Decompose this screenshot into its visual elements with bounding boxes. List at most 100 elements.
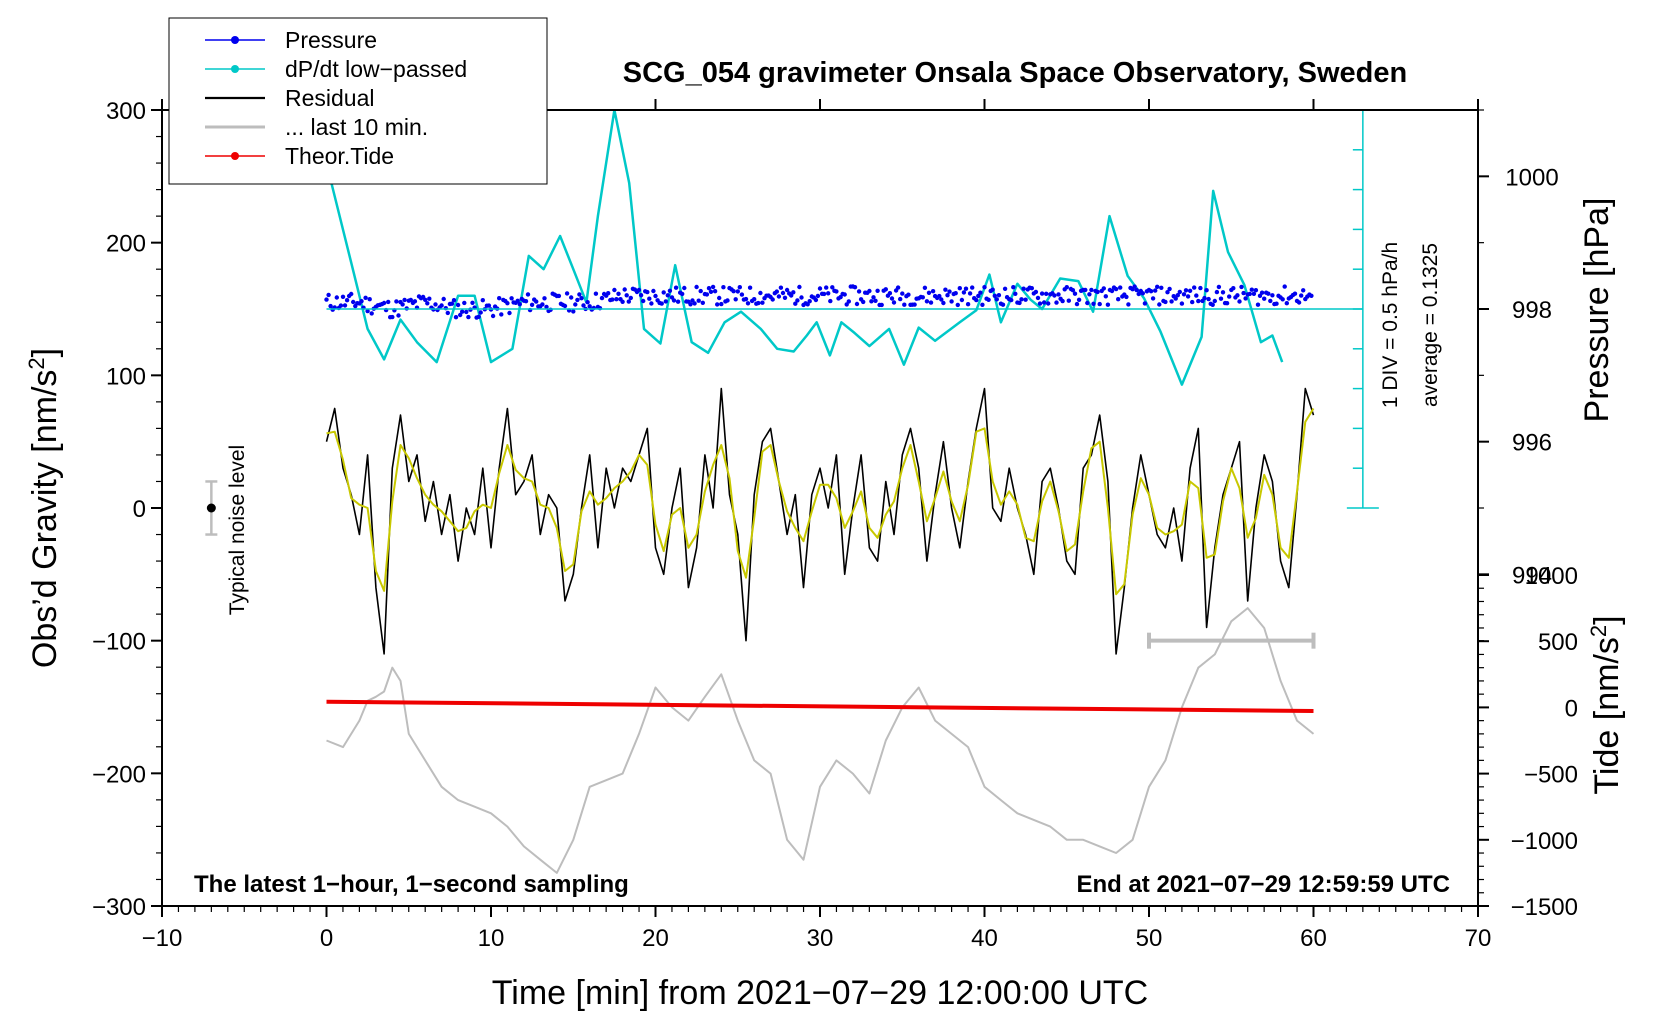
pressure-point bbox=[1253, 288, 1259, 293]
pressure-point bbox=[1204, 288, 1209, 293]
x-tick-label: 10 bbox=[478, 925, 505, 952]
pressure-point bbox=[1148, 289, 1154, 294]
pressure-point bbox=[871, 295, 876, 300]
pressure-point bbox=[540, 302, 545, 307]
pressure-point bbox=[1202, 295, 1207, 301]
pressure-point bbox=[959, 297, 965, 303]
pressure-axis-label: Pressure [hPa] bbox=[1578, 198, 1616, 423]
y-tick-label: 300 bbox=[106, 98, 146, 125]
pressure-point bbox=[1150, 296, 1156, 301]
pressure-point bbox=[784, 287, 790, 293]
x-tick-label: −10 bbox=[142, 925, 183, 952]
pressure-point bbox=[1105, 302, 1111, 307]
pressure-point bbox=[1227, 294, 1232, 299]
pressure-point bbox=[394, 299, 399, 304]
pressure-point bbox=[645, 289, 650, 295]
pressure-point bbox=[1039, 291, 1045, 296]
noise-dot bbox=[206, 503, 216, 513]
pressure-point bbox=[965, 302, 971, 307]
pressure-point bbox=[1103, 294, 1109, 299]
pressure-point bbox=[1257, 293, 1263, 298]
pressure-point bbox=[906, 292, 911, 297]
pressure-point bbox=[529, 302, 535, 307]
pressure-point bbox=[1282, 284, 1287, 289]
noise-level-label: Typical noise level bbox=[226, 445, 249, 615]
pressure-point bbox=[1046, 301, 1051, 306]
pressure-point bbox=[1175, 293, 1181, 298]
pressure-point bbox=[861, 299, 866, 305]
pressure-point bbox=[945, 293, 950, 298]
pressure-point bbox=[1126, 302, 1131, 307]
pressure-point bbox=[817, 286, 823, 291]
end-time-note: End at 2021−07−29 12:59:59 UTC bbox=[1076, 871, 1450, 898]
pressure-point bbox=[793, 301, 798, 306]
pressure-point bbox=[641, 298, 646, 304]
y-axis-label-text: Obs’d Gravity [nm/s bbox=[26, 370, 64, 669]
pressure-point bbox=[700, 300, 705, 305]
x-tick-label: 20 bbox=[642, 925, 669, 952]
pressure-point bbox=[1000, 302, 1006, 307]
pressure-point bbox=[1101, 286, 1107, 291]
pressure-point bbox=[967, 291, 973, 296]
pressure-point bbox=[922, 285, 928, 290]
pressure-point bbox=[610, 297, 615, 302]
pressure-point bbox=[1163, 299, 1168, 305]
pressure-point bbox=[1231, 286, 1236, 291]
tide-axis-label: Tide [nm/s2] bbox=[1586, 615, 1626, 794]
extras-layer bbox=[205, 109, 1379, 649]
pressure-point bbox=[587, 304, 592, 309]
pressure-point bbox=[412, 299, 418, 304]
pressure-point bbox=[1076, 297, 1082, 302]
pressure-point bbox=[776, 294, 782, 299]
pressure-point bbox=[1087, 292, 1092, 297]
pressure-point bbox=[949, 299, 954, 304]
pressure-point bbox=[955, 302, 960, 308]
pressure-point bbox=[1013, 291, 1018, 296]
pressure-point bbox=[1284, 301, 1290, 306]
pressure-point bbox=[575, 297, 580, 303]
pressure-point bbox=[478, 310, 483, 315]
pressure-point bbox=[743, 296, 749, 302]
pressure-point bbox=[673, 285, 679, 290]
pressure-point bbox=[1109, 288, 1115, 294]
pressure-point bbox=[1255, 302, 1261, 307]
pressure-point bbox=[721, 285, 726, 290]
pressure-point bbox=[1074, 301, 1080, 307]
pressure-point bbox=[889, 296, 895, 301]
legend-label: dP/dt low−passed bbox=[285, 56, 467, 82]
pressure-point bbox=[556, 293, 562, 299]
pressure-point bbox=[525, 292, 531, 297]
pressure-point bbox=[725, 298, 730, 303]
pressure-point bbox=[986, 297, 991, 302]
pressure-point bbox=[542, 296, 547, 301]
pressure-point bbox=[466, 314, 471, 320]
series-residual-smoothed-line bbox=[326, 407, 1315, 596]
pressure-point bbox=[675, 299, 681, 304]
pressure-point bbox=[895, 285, 901, 290]
pressure-point bbox=[606, 291, 611, 296]
pressure-point bbox=[462, 300, 467, 306]
pressure-point bbox=[1173, 296, 1178, 301]
pressure-point bbox=[710, 284, 716, 290]
pressure-point bbox=[1270, 293, 1275, 298]
pressure-point bbox=[455, 302, 461, 308]
pressure-point bbox=[924, 299, 930, 304]
y-tick-label: −200 bbox=[92, 761, 146, 788]
pressure-point bbox=[846, 299, 851, 304]
x-axis-label: Time [min] from 2021−07−29 12:00:00 UTC bbox=[492, 974, 1148, 1012]
legend-label: Pressure bbox=[285, 27, 377, 53]
pressure-point bbox=[1072, 291, 1078, 296]
pressure-point bbox=[663, 299, 668, 304]
series-last10-line bbox=[326, 607, 1315, 874]
pressure-point bbox=[920, 295, 925, 300]
pressure-point bbox=[386, 299, 391, 305]
pressure-point bbox=[706, 286, 712, 291]
pressure-point bbox=[830, 285, 835, 290]
pressure-point bbox=[883, 287, 888, 292]
pressure-point bbox=[1044, 291, 1049, 296]
pressure-point bbox=[1262, 296, 1267, 301]
pressure-point bbox=[696, 298, 701, 303]
tide-tick-label: −1000 bbox=[1511, 828, 1578, 855]
legend-marker bbox=[231, 152, 239, 160]
